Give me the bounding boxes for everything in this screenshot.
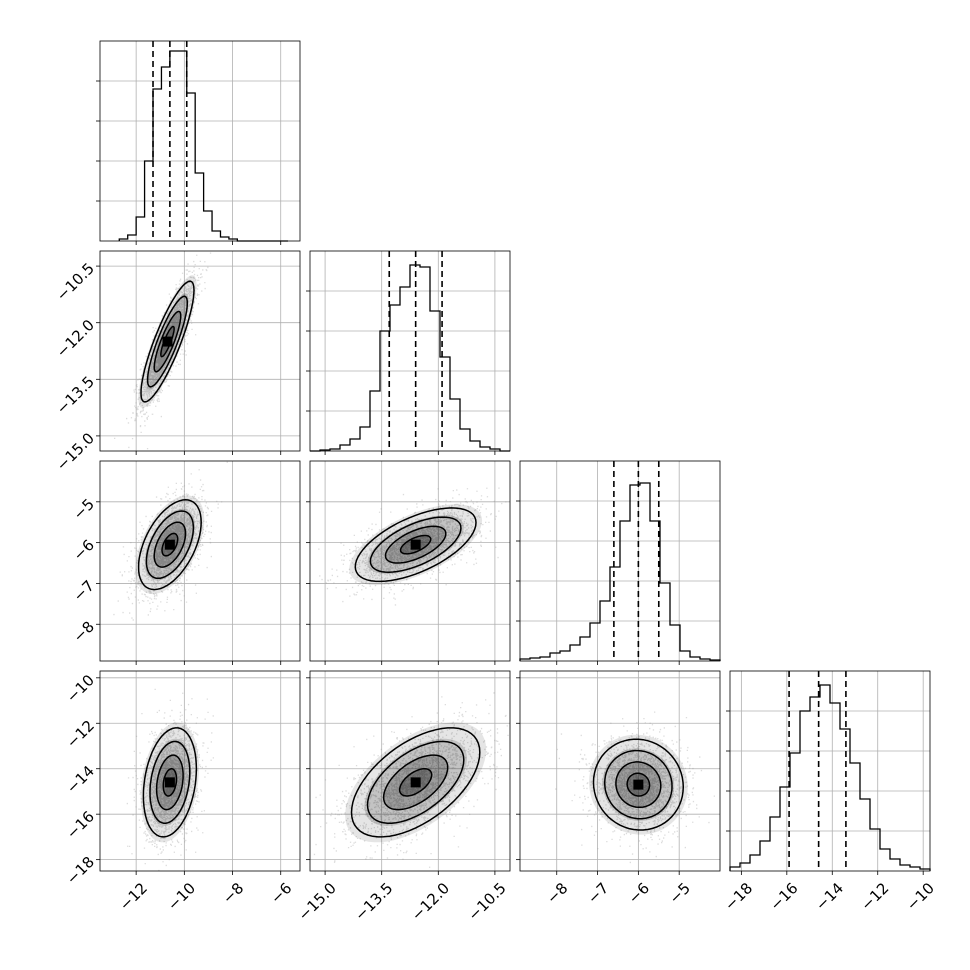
x-tick-label: −13.5 [351,879,396,924]
panel-bg [100,251,300,451]
y-tick-label: −5 [70,495,98,523]
density-peak [164,777,175,788]
density-peak [164,539,175,550]
contour-line [382,754,449,811]
y-tick-label: −12.0 [53,316,98,361]
y-tick-label: −7 [70,577,98,605]
contour-line [149,740,191,824]
scatter-points [318,487,507,606]
contour-line [140,280,195,403]
contour-line [592,738,685,831]
histogram-bars [519,482,721,661]
panel-frame [99,670,301,872]
hist-panel-2 [516,460,721,662]
x-tick-label: −10 [903,879,938,914]
scatter-panel-3-2 [519,670,721,872]
scatter-panel-2-1 [309,460,511,662]
panel-frame [309,670,511,872]
panel-content [318,487,507,606]
panel-content [114,252,212,450]
panel-frame [309,250,511,452]
contour-line [399,534,432,555]
panel-bg [100,41,300,241]
hist-panel-0 [96,40,301,242]
x-tick-label: −15.0 [295,879,340,924]
panel-frame [729,670,931,872]
panel-frame [309,460,511,662]
contour-line [384,525,447,564]
scatter-points [114,252,212,450]
scatter-panel-2-0 [99,460,301,662]
scatter-panel-3-1 [309,670,511,872]
y-tick-label: −6 [70,536,98,564]
x-tick-label: −6 [625,879,653,907]
panel-frame [99,250,301,452]
x-tick-label: −10.5 [464,879,509,924]
scatter-panel-3-0 [99,670,301,872]
contour-line [162,767,178,797]
contour-line [615,761,662,809]
contour-line [354,507,477,583]
x-tick-label: −16 [766,879,801,914]
x-tick-label: −5 [666,879,694,907]
y-tick-label: −10.5 [53,259,98,304]
y-tick-label: −16 [63,807,98,842]
x-tick-label: −12.0 [408,879,453,924]
panel-frame [99,460,301,662]
panel-content [126,688,214,871]
panel-bg [100,461,300,661]
panel-bg [100,671,300,871]
x-tick-label: −18 [721,879,756,914]
x-tick-label: −12 [857,879,892,914]
y-tick-label: −12 [63,717,98,752]
contour-line [145,510,195,580]
y-tick-label: −18 [63,853,98,888]
density-peak [410,777,421,788]
contour-line [146,295,189,388]
contour-line [603,749,673,820]
scatter-panel-1-0 [99,250,301,452]
panel-frame [99,40,301,242]
histogram-bars [729,684,931,871]
scatter-points [113,461,228,621]
y-tick-label: −10 [63,671,98,706]
contour-line [626,772,651,797]
hist-panel-3 [726,670,931,872]
x-tick-label: −8 [219,879,247,907]
contour-line [153,310,182,373]
y-tick-label: −8 [70,618,98,646]
panel-content [555,711,715,864]
contour-line [137,499,202,591]
y-tick-label: −13.5 [53,373,98,418]
contour-line [350,727,481,838]
x-tick-label: −10 [164,879,199,914]
x-tick-label: −6 [267,879,295,907]
contour-line [369,516,462,573]
panel-content [113,461,228,621]
panel-frame [519,670,721,872]
density-peak [162,336,173,347]
panel-bg [730,671,930,871]
contour-line [155,754,184,811]
x-tick-label: −7 [584,879,612,907]
histogram-bars [310,264,510,452]
density-peak [633,779,644,790]
contour-line [161,532,179,557]
contour-line [366,740,465,824]
panel-bg [310,671,510,871]
y-tick-label: −15.0 [53,429,98,474]
contour-line [142,727,198,838]
x-tick-label: −8 [543,879,571,907]
contour-line [153,521,187,568]
panel-content [313,692,510,868]
x-tick-label: −14 [812,879,847,914]
density-peak [410,539,421,550]
hist-panel-1 [306,250,511,452]
contour-line [160,325,175,358]
panel-frame [519,460,721,662]
y-tick-label: −14 [63,762,98,797]
x-tick-label: −12 [116,879,151,914]
contour-line [398,767,433,797]
